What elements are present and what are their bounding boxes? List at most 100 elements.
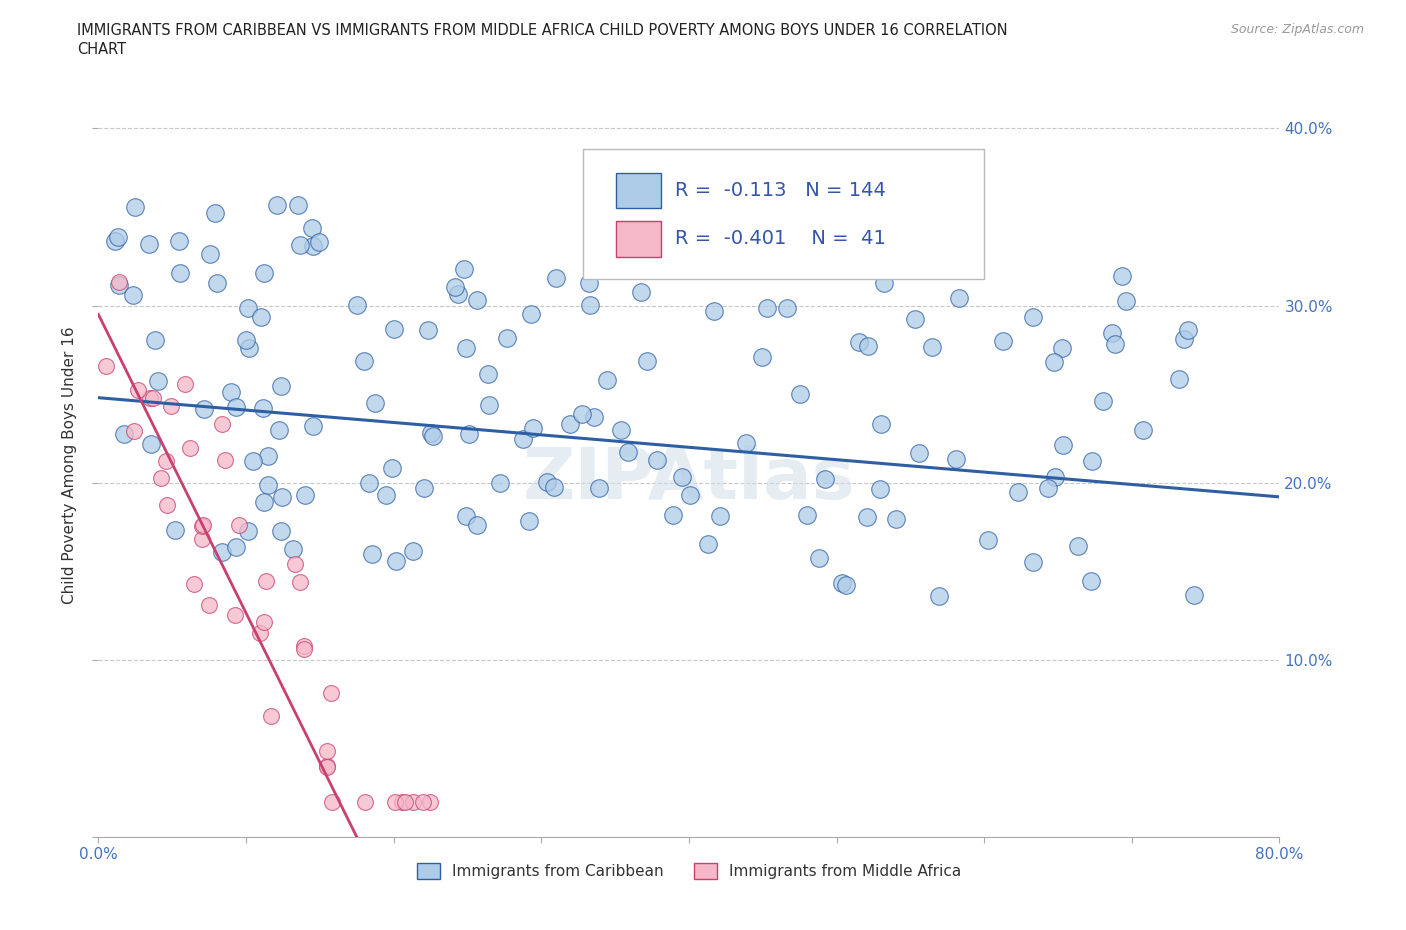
Point (1007, 485, 1029, 499)
Point (301, 238, 323, 253)
Point (205, 275, 228, 290)
Point (148, 374, 170, 389)
Point (1043, 355, 1066, 370)
Point (308, 235, 330, 250)
Point (412, 794, 434, 809)
Point (107, 278, 129, 293)
Point (751, 350, 773, 365)
Point (359, 476, 381, 491)
Point (582, 409, 605, 424)
Point (254, 574, 277, 589)
Point (488, 476, 510, 491)
Point (869, 482, 891, 497)
Point (224, 607, 246, 622)
Point (884, 512, 907, 527)
Point (288, 237, 311, 252)
Point (1050, 340, 1073, 355)
Legend: Immigrants from Caribbean, Immigrants from Middle Africa: Immigrants from Caribbean, Immigrants fr… (411, 857, 967, 885)
Bar (616, 173, 661, 208)
Point (418, 323, 440, 338)
Point (517, 513, 540, 528)
Point (238, 301, 260, 316)
Point (536, 475, 558, 490)
Point (225, 400, 247, 415)
Point (142, 391, 165, 405)
Point (191, 518, 214, 533)
Point (579, 298, 602, 312)
Point (112, 426, 135, 441)
Point (271, 489, 294, 504)
Point (191, 532, 214, 547)
Point (364, 395, 387, 410)
Point (198, 246, 221, 261)
Point (249, 625, 271, 640)
Point (211, 417, 233, 432)
Point (225, 539, 247, 554)
Point (315, 744, 337, 759)
Point (160, 399, 183, 414)
Point (174, 377, 197, 392)
Point (873, 276, 896, 291)
Point (214, 453, 236, 468)
Point (796, 508, 818, 523)
Point (252, 401, 274, 416)
Point (1081, 453, 1104, 468)
Point (108, 274, 131, 289)
Point (1036, 481, 1059, 496)
Point (696, 537, 718, 551)
Point (544, 271, 567, 286)
Point (139, 391, 162, 405)
Point (588, 481, 610, 496)
Point (412, 480, 434, 495)
Point (253, 266, 276, 281)
Point (381, 460, 404, 475)
Point (465, 293, 488, 308)
Point (141, 436, 163, 451)
Point (477, 367, 499, 382)
Point (316, 760, 339, 775)
Point (288, 575, 311, 590)
Point (756, 300, 779, 315)
Point (122, 288, 145, 303)
Point (391, 794, 413, 809)
Point (163, 523, 186, 538)
Point (904, 312, 927, 326)
Point (835, 578, 858, 592)
Point (402, 794, 425, 809)
Point (319, 685, 342, 700)
Point (447, 286, 470, 301)
Point (283, 542, 305, 557)
Point (292, 641, 315, 656)
Point (155, 453, 177, 468)
Point (211, 544, 233, 559)
Text: R =  -0.113   N = 144: R = -0.113 N = 144 (675, 181, 886, 200)
Point (167, 233, 190, 248)
Point (104, 234, 127, 249)
Point (1067, 539, 1090, 554)
Point (465, 518, 488, 533)
Point (316, 758, 339, 773)
Point (384, 794, 406, 809)
Point (256, 477, 278, 492)
Point (257, 449, 280, 464)
Point (856, 339, 879, 353)
Point (375, 487, 398, 502)
Point (266, 198, 288, 213)
Point (270, 524, 292, 538)
Text: IMMIGRANTS FROM CARIBBEAN VS IMMIGRANTS FROM MIDDLE AFRICA CHILD POVERTY AMONG B: IMMIGRANTS FROM CARIBBEAN VS IMMIGRANTS … (77, 23, 1008, 38)
Point (703, 303, 725, 318)
Point (287, 197, 309, 212)
Point (1022, 310, 1045, 325)
Point (179, 440, 201, 455)
Point (610, 422, 633, 437)
Point (219, 384, 242, 399)
Point (1022, 555, 1045, 570)
Point (630, 285, 652, 299)
Point (384, 321, 406, 336)
FancyBboxPatch shape (582, 149, 984, 279)
Point (789, 387, 811, 402)
Point (127, 382, 149, 397)
Point (456, 341, 478, 356)
Point (122, 423, 145, 438)
Point (235, 332, 257, 347)
